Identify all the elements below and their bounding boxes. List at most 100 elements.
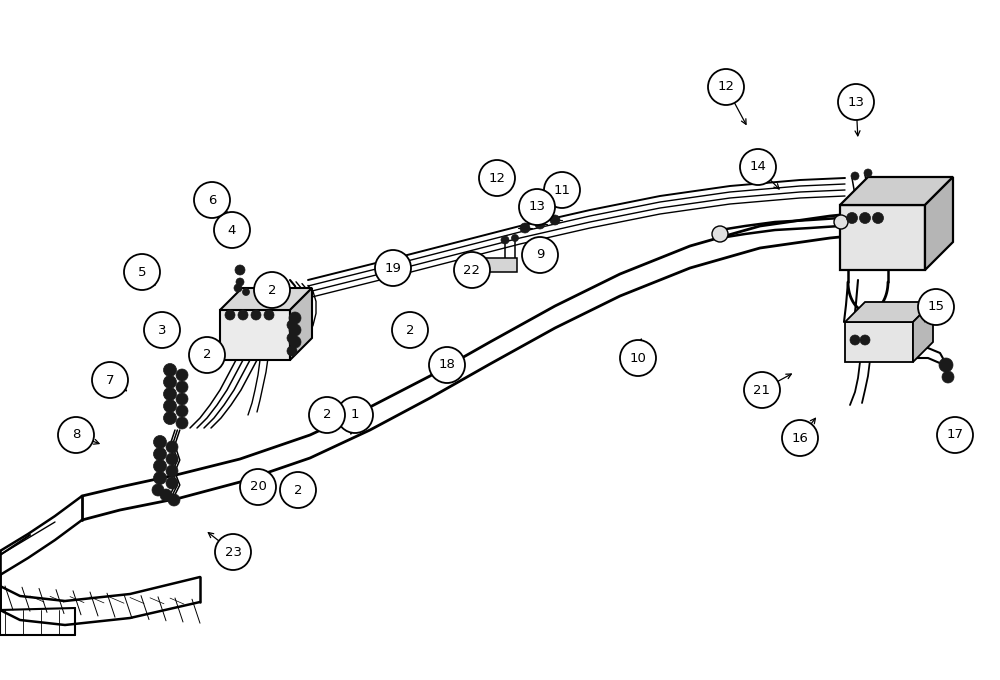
- Bar: [845, 322, 913, 362]
- Circle shape: [235, 265, 245, 275]
- Circle shape: [215, 534, 251, 570]
- Circle shape: [942, 371, 954, 383]
- Circle shape: [939, 358, 953, 372]
- Circle shape: [164, 375, 176, 388]
- Circle shape: [860, 212, 870, 224]
- Circle shape: [289, 312, 301, 324]
- Circle shape: [392, 312, 428, 348]
- Circle shape: [535, 219, 545, 229]
- Circle shape: [860, 335, 870, 345]
- Circle shape: [164, 388, 176, 401]
- Circle shape: [166, 477, 178, 489]
- Text: 12: 12: [488, 171, 506, 184]
- Circle shape: [154, 471, 166, 484]
- Text: 2: 2: [323, 409, 331, 422]
- Circle shape: [251, 310, 261, 320]
- Text: 19: 19: [385, 262, 401, 275]
- Circle shape: [176, 381, 188, 393]
- Circle shape: [454, 252, 490, 288]
- Text: 6: 6: [208, 194, 216, 207]
- Circle shape: [176, 369, 188, 381]
- Circle shape: [708, 69, 744, 105]
- Polygon shape: [913, 302, 933, 362]
- Circle shape: [519, 189, 555, 225]
- Polygon shape: [840, 177, 953, 205]
- Text: 9: 9: [536, 248, 544, 262]
- Circle shape: [864, 169, 872, 177]
- Circle shape: [166, 465, 178, 477]
- Polygon shape: [925, 177, 953, 270]
- Text: 2: 2: [268, 284, 276, 296]
- Circle shape: [164, 364, 176, 377]
- Circle shape: [176, 417, 188, 429]
- Text: 22: 22: [464, 263, 480, 277]
- Circle shape: [851, 172, 859, 180]
- Circle shape: [740, 149, 776, 185]
- Circle shape: [337, 397, 373, 433]
- Circle shape: [176, 405, 188, 417]
- Circle shape: [238, 310, 248, 320]
- Text: 14: 14: [750, 160, 766, 173]
- Text: 18: 18: [439, 358, 455, 371]
- Circle shape: [872, 212, 884, 224]
- Circle shape: [520, 223, 530, 233]
- Text: 13: 13: [848, 95, 864, 109]
- Circle shape: [168, 494, 180, 506]
- Circle shape: [164, 411, 176, 424]
- Text: 11: 11: [554, 184, 570, 197]
- Circle shape: [838, 84, 874, 120]
- Circle shape: [429, 347, 465, 383]
- Circle shape: [550, 215, 560, 225]
- Circle shape: [280, 472, 316, 508]
- Circle shape: [712, 226, 728, 242]
- Circle shape: [166, 441, 178, 453]
- Circle shape: [501, 236, 509, 244]
- Circle shape: [620, 340, 656, 376]
- Text: 17: 17: [946, 428, 964, 441]
- Text: 1: 1: [351, 409, 359, 422]
- Polygon shape: [845, 302, 933, 322]
- Circle shape: [225, 310, 235, 320]
- Circle shape: [544, 172, 580, 208]
- Circle shape: [58, 417, 94, 453]
- Circle shape: [264, 310, 274, 320]
- Circle shape: [92, 362, 128, 398]
- Text: 5: 5: [138, 265, 146, 279]
- Text: 12: 12: [718, 80, 734, 94]
- Circle shape: [144, 312, 180, 348]
- Circle shape: [154, 460, 166, 473]
- Circle shape: [152, 484, 164, 496]
- Bar: [840, 205, 925, 270]
- Circle shape: [744, 372, 780, 408]
- Text: 7: 7: [106, 373, 114, 386]
- Circle shape: [287, 320, 297, 330]
- Bar: [220, 310, 290, 360]
- Circle shape: [160, 489, 172, 501]
- Circle shape: [287, 333, 297, 343]
- Circle shape: [782, 420, 818, 456]
- Text: 3: 3: [158, 324, 166, 337]
- Text: 2: 2: [203, 348, 211, 362]
- Text: 15: 15: [928, 301, 944, 313]
- Circle shape: [166, 453, 178, 465]
- Text: 21: 21: [754, 384, 770, 396]
- Circle shape: [834, 215, 848, 229]
- Circle shape: [937, 417, 973, 453]
- Text: 20: 20: [250, 481, 266, 494]
- Circle shape: [240, 469, 276, 505]
- Polygon shape: [290, 288, 312, 360]
- Circle shape: [242, 288, 250, 296]
- Text: 23: 23: [224, 545, 242, 558]
- Circle shape: [234, 284, 242, 292]
- Polygon shape: [220, 288, 312, 310]
- Text: 2: 2: [406, 324, 414, 337]
- Circle shape: [194, 182, 230, 218]
- Circle shape: [522, 237, 558, 273]
- Circle shape: [309, 397, 345, 433]
- Circle shape: [154, 447, 166, 460]
- Bar: [482, 258, 517, 272]
- Circle shape: [479, 160, 515, 196]
- Circle shape: [189, 337, 225, 373]
- Circle shape: [375, 250, 411, 286]
- Circle shape: [846, 212, 858, 224]
